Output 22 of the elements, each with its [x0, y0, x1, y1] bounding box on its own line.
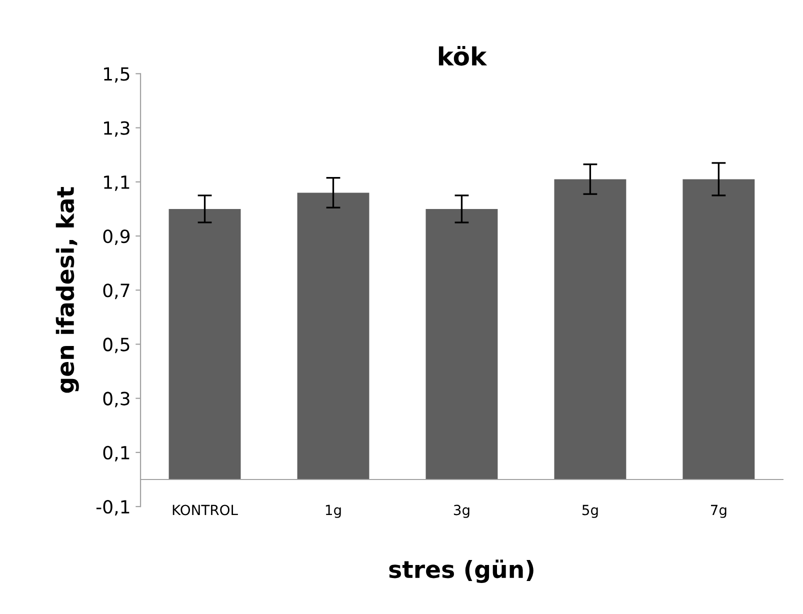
- chart-title: kök: [438, 46, 488, 66]
- x-tick-label: 7g: [710, 504, 726, 518]
- bar: [554, 179, 626, 480]
- bar: [682, 179, 755, 480]
- bar: [297, 192, 370, 480]
- y-tick-label: 1,1: [104, 176, 130, 191]
- y-tick-label: 0,1: [103, 446, 130, 462]
- x-axis-title: stres (gün): [389, 560, 534, 583]
- bar: [168, 208, 241, 480]
- y-tick-label: 1,3: [104, 121, 130, 137]
- bar: [426, 208, 498, 480]
- y-tick-label: 0,5: [103, 338, 130, 354]
- x-tick-label: KONTROL: [172, 504, 238, 516]
- y-tick-label: 0,7: [103, 284, 130, 300]
- x-tick-label: 1g: [326, 504, 341, 518]
- y-tick-label: 0,9: [103, 229, 130, 245]
- x-tick-label: 5g: [582, 504, 598, 518]
- y-axis-title: gen ifadesi, kat: [56, 186, 79, 393]
- y-tick-label: 0,3: [103, 392, 130, 408]
- y-tick-label: 1,5: [104, 67, 130, 83]
- x-tick-label: 3g: [454, 504, 470, 518]
- y-tick-label: -0,1: [96, 500, 130, 516]
